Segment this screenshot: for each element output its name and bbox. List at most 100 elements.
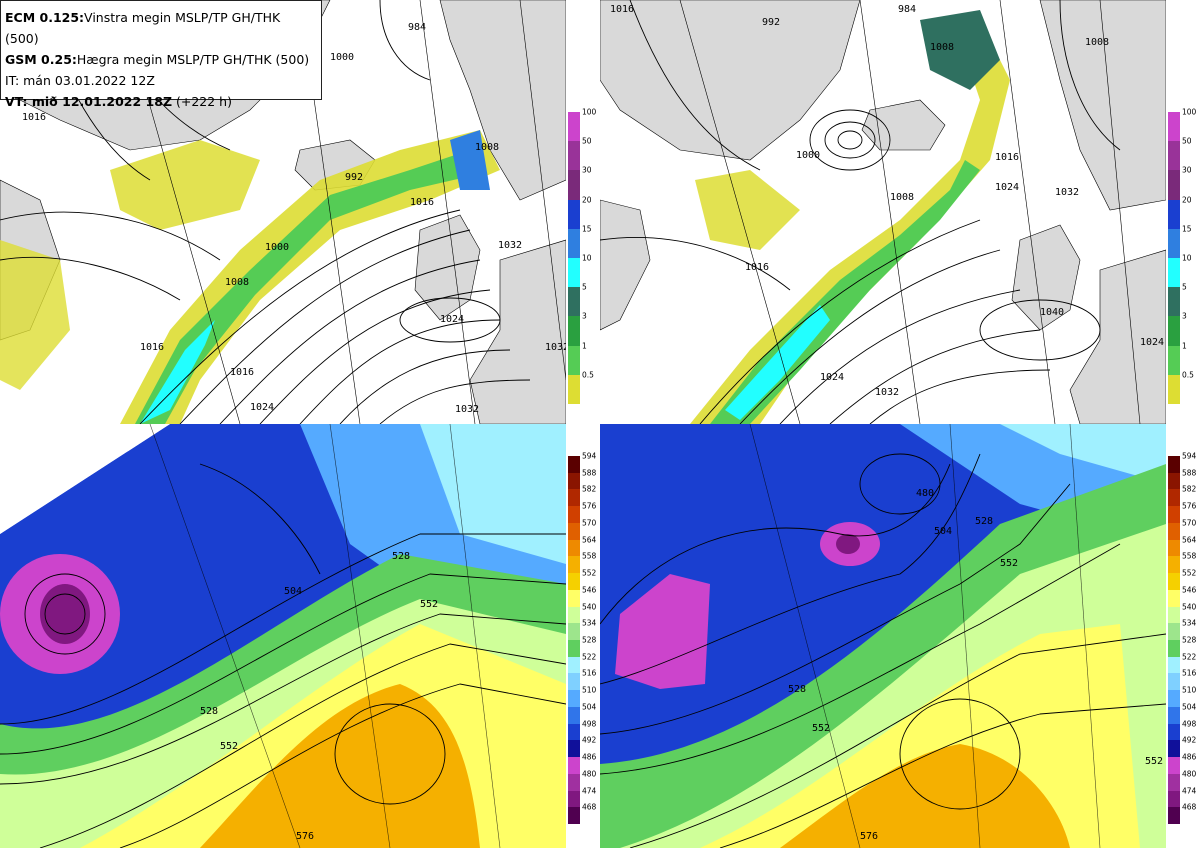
colorbar-label: 504 — [1182, 702, 1197, 712]
colorbar-label: 504 — [582, 702, 597, 712]
colorbar-swatch — [568, 623, 580, 641]
colorbar-label: 576 — [582, 501, 597, 511]
colorbar-swatch — [568, 773, 580, 792]
height-label: 504 — [284, 586, 302, 597]
colorbar-label: 474 — [582, 786, 597, 796]
colorbar-label: 3 — [1182, 311, 1187, 321]
greenland-landmass — [600, 0, 861, 161]
lead-time-text: (+222 h) — [176, 94, 232, 109]
colorbar-label: 576 — [1182, 501, 1197, 511]
colorbar-swatch — [1168, 287, 1180, 317]
colorbar-label: 534 — [582, 618, 597, 628]
colorbar-swatch — [568, 606, 580, 624]
colorbar-swatch — [568, 141, 580, 171]
colorbar-swatch — [1168, 723, 1180, 741]
precip-band-heavy — [725, 305, 830, 420]
colorbar-swatch — [1168, 573, 1180, 591]
colorbar-swatch — [568, 170, 580, 201]
isobar-label: 984 — [898, 4, 916, 15]
colorbar-label: 594 — [1182, 451, 1197, 461]
thk-field-low-east-core — [836, 534, 860, 554]
height-label: 528 — [200, 706, 218, 717]
colorbar-swatch — [568, 506, 580, 524]
colorbar-label: 582 — [582, 484, 597, 494]
colorbar-swatch — [568, 740, 580, 758]
precip-band-heavy — [140, 320, 215, 424]
colorbar-label: 480 — [582, 769, 597, 779]
isobar-label: 1032 — [545, 342, 566, 353]
colorbar-label: 498 — [582, 719, 597, 729]
precip-area-west — [695, 170, 800, 250]
colorbar-swatch — [1168, 345, 1180, 376]
precip-colorbar-right: 100 50 30 20 15 10 5 3 1 0.5 — [1168, 108, 1200, 405]
colorbar-label: 492 — [1182, 735, 1197, 745]
europe-landmass — [1069, 249, 1166, 424]
isobar-label: 1016 — [230, 367, 254, 378]
colorbar-swatch — [568, 374, 580, 405]
colorbar-swatch — [1168, 640, 1180, 658]
isobar-label: 1016 — [22, 112, 46, 123]
isobar-label: 1008 — [475, 142, 499, 153]
colorbar-label: 522 — [582, 652, 597, 662]
thk-field-low-core — [40, 584, 90, 644]
colorbar-swatch — [1168, 489, 1180, 507]
isobar-label: 1008 — [225, 277, 249, 288]
map-gfs-mslp-precip: 1016 992 984 1008 1000 1008 1016 1024 10… — [600, 0, 1166, 424]
isobar-label: 1032 — [498, 240, 522, 251]
isobar-label: 1024 — [1140, 337, 1164, 348]
colorbar-label: 50 — [582, 136, 592, 146]
colorbar-label: 100 — [582, 107, 597, 117]
colorbar-label: 588 — [1182, 468, 1197, 478]
height-label: 552 — [220, 741, 238, 752]
init-time-text: IT: mán 03.01.2022 12Z — [5, 73, 155, 88]
map-gfs-500hpa-thickness: 480 504 528 552 528 552 576 552 — [600, 424, 1166, 848]
height-label: 552 — [1000, 558, 1018, 569]
colorbar-swatch — [568, 258, 580, 288]
colorbar-swatch — [1168, 606, 1180, 624]
colorbar-swatch — [1168, 656, 1180, 674]
colorbar-swatch — [1168, 790, 1180, 808]
colorbar-label: 498 — [1182, 719, 1197, 729]
colorbar-swatch — [568, 522, 580, 541]
isobar-label: 1040 — [1040, 307, 1064, 318]
colorbar-label: 480 — [1182, 769, 1197, 779]
info-line-valid-time: VT: mið 12.01.2022 18Z (+222 h) — [5, 91, 317, 112]
isobar-label: 1016 — [995, 152, 1019, 163]
colorbar-label: 570 — [582, 518, 597, 528]
height-label: 528 — [392, 551, 410, 562]
iceland-landmass — [861, 99, 946, 151]
isobar-label: 1016 — [140, 342, 164, 353]
colorbar-label: 100 — [1182, 107, 1197, 117]
colorbar-label: 582 — [1182, 484, 1197, 494]
colorbar-swatch — [1168, 706, 1180, 725]
colorbar-label: 546 — [1182, 585, 1197, 595]
colorbar-swatch — [568, 589, 580, 608]
colorbar-label: 516 — [1182, 668, 1197, 678]
colorbar-swatch — [1168, 199, 1180, 230]
colorbar-swatch — [1168, 773, 1180, 792]
colorbar-swatch — [568, 228, 580, 259]
height-label: 552 — [420, 599, 438, 610]
colorbar-label: 30 — [582, 165, 592, 175]
colorbar-label: 540 — [582, 602, 597, 612]
colorbar-label: 5 — [582, 282, 587, 292]
colorbar-label: 5 — [1182, 282, 1187, 292]
ecm-description: Vinstra megin MSLP/TP GH/THK (500) — [5, 10, 281, 46]
isobar-label: 1000 — [796, 150, 820, 161]
precip-colorbar-left: 100 50 30 20 15 10 5 3 1 0.5 — [568, 108, 600, 405]
isobar-label: 1008 — [890, 192, 914, 203]
precip-area-northwest — [110, 140, 260, 230]
colorbar-swatch — [568, 790, 580, 808]
isobar-label: 1024 — [440, 314, 464, 325]
colorbar-swatch — [1168, 112, 1180, 142]
valid-time-label: VT: mið 12.01.2022 18Z — [5, 94, 173, 109]
isobar-label: 1016 — [610, 4, 634, 15]
isobar-label: 1016 — [745, 262, 769, 273]
colorbar-swatch — [1168, 472, 1180, 490]
colorbar-swatch — [568, 640, 580, 658]
gsm-label: GSM 0.25: — [5, 52, 77, 67]
colorbar-label: 546 — [582, 585, 597, 595]
colorbar-swatch — [568, 673, 580, 691]
british-isles-landmass — [1011, 224, 1081, 331]
colorbar-swatch — [568, 556, 580, 574]
